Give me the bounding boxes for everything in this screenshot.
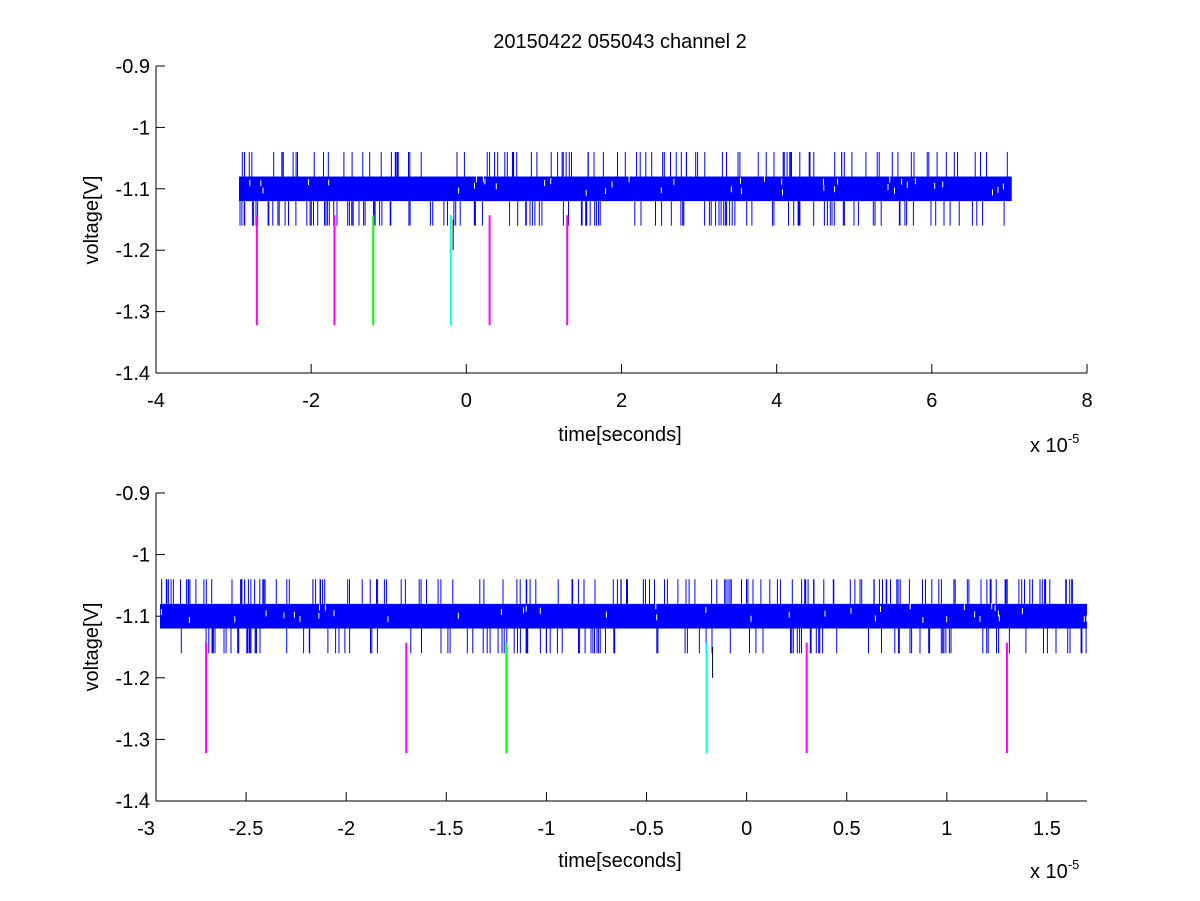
top-ylabel: voltage[V] xyxy=(81,176,103,265)
x-tick-label: 2 xyxy=(616,390,627,412)
x-tick-label: 6 xyxy=(926,390,937,412)
signal-series xyxy=(160,579,1088,654)
y-tick-label: -1.3 xyxy=(116,729,150,751)
y-tick-label: -1.1 xyxy=(116,606,150,628)
x-tick-label: -3 xyxy=(137,818,155,840)
x-tick-label: 8 xyxy=(1081,390,1092,412)
y-tick-label: -1 xyxy=(132,545,150,567)
bottom-xlabel: time[seconds] xyxy=(558,850,681,872)
bottom-ylabel: voltage[V] xyxy=(81,603,103,692)
signal-band xyxy=(239,176,1012,202)
bottom-x-multiplier: x 10-5 xyxy=(1030,857,1079,883)
y-tick-label: -0.9 xyxy=(116,56,150,78)
x-tick-label: 0 xyxy=(461,390,472,412)
signal-band xyxy=(160,603,1088,629)
signal-band-gaps xyxy=(249,175,1004,196)
top-xlabel: time[seconds] xyxy=(558,424,681,446)
x-tick-label: -2 xyxy=(302,390,320,412)
y-tick-label: -1.2 xyxy=(116,668,150,690)
bottom-x-multiplier-exponent: -5 xyxy=(1068,857,1080,872)
x-tick-label: -2.5 xyxy=(229,818,263,840)
x-tick-label: -1 xyxy=(538,818,556,840)
top-axes: time[seconds] voltage[V] x 10-5 -1.4 -1.3… xyxy=(81,56,1093,457)
signal-band-gaps xyxy=(160,603,1088,623)
x-tick-label: -2 xyxy=(337,818,355,840)
x-tick-label: 1 xyxy=(941,818,952,840)
x-tick-label: -1.5 xyxy=(429,818,463,840)
x-tick-label: 0.5 xyxy=(833,818,861,840)
y-tick-label: -0.9 xyxy=(116,483,150,505)
x-tick-label: 0 xyxy=(741,818,752,840)
x-tick-label: 4 xyxy=(771,390,782,412)
x-tick-label: 1.5 xyxy=(1033,818,1061,840)
y-tick-label: -1.1 xyxy=(116,179,150,201)
x-tick-label: -4 xyxy=(147,390,165,412)
y-tick-label: -1.4 xyxy=(116,363,150,385)
signal-spikes xyxy=(161,579,1087,654)
y-tick-label: -1.2 xyxy=(116,240,150,262)
top-x-multiplier-exponent: -5 xyxy=(1068,431,1080,446)
bottom-axes: time[seconds] voltage[V] x 10-5 -1.4 -1.3… xyxy=(81,483,1088,883)
y-tick-label: -1.3 xyxy=(116,302,150,324)
signal-series xyxy=(239,152,1012,226)
top-x-multiplier: x 10-5 xyxy=(1030,431,1079,457)
x-tick-label: -0.5 xyxy=(629,818,663,840)
y-tick-label: -1.4 xyxy=(116,791,150,813)
signal-spikes xyxy=(239,152,1008,226)
y-tick-label: -1 xyxy=(132,117,150,139)
figure-title: 20150422 055043 channel 2 xyxy=(493,31,747,53)
